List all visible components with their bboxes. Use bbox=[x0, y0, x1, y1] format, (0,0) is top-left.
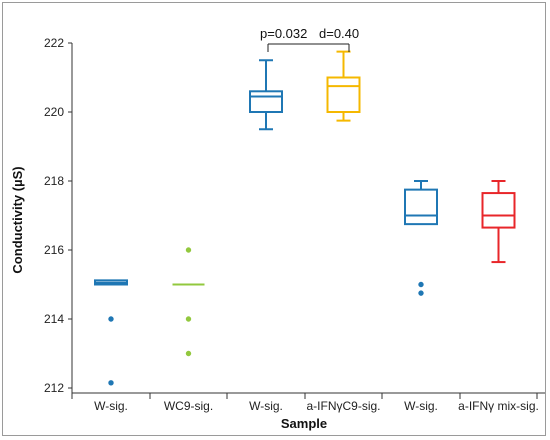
chart-frame bbox=[2, 2, 546, 436]
outlier-point bbox=[185, 350, 192, 357]
box-group bbox=[404, 180, 438, 296]
boxes bbox=[94, 50, 516, 386]
outlier-point bbox=[185, 247, 192, 253]
p-value-label: p=0.032 bbox=[260, 26, 307, 41]
y-tick-label: 222 bbox=[44, 36, 64, 50]
box-group bbox=[481, 180, 516, 264]
box-group bbox=[326, 50, 361, 122]
outlier-point bbox=[108, 380, 114, 386]
outlier-point bbox=[108, 316, 114, 322]
x-axis-title: Sample bbox=[281, 416, 327, 431]
box-iqr-rect bbox=[404, 188, 438, 226]
outlier-point bbox=[185, 316, 192, 322]
y-ticks: 212 214 216 218 220 222 bbox=[44, 36, 72, 395]
x-tick-label: a-IFNγC9-sig. bbox=[306, 399, 380, 413]
y-tick-label: 214 bbox=[44, 312, 64, 326]
x-tick-label: W-sig. bbox=[249, 399, 283, 413]
axes bbox=[71, 43, 545, 394]
box-group bbox=[172, 247, 205, 357]
outlier-point bbox=[418, 281, 424, 288]
y-tick-label: 212 bbox=[44, 381, 64, 395]
y-tick-label: 216 bbox=[44, 243, 64, 257]
box-group bbox=[94, 279, 128, 386]
outlier-point bbox=[418, 290, 424, 296]
x-tick-label: a-IFNγ mix-sig. bbox=[458, 399, 539, 413]
x-tick-label: WC9-sig. bbox=[164, 399, 213, 413]
y-tick-label: 218 bbox=[44, 174, 64, 188]
box-iqr-rect bbox=[249, 90, 283, 114]
y-tick-label: 220 bbox=[44, 105, 64, 119]
box-iqr-rect bbox=[481, 192, 516, 229]
x-tick-label: W-sig. bbox=[94, 399, 128, 413]
x-ticks: W-sig. WC9-sig. W-sig. a-IFNγC9-sig. W-sig. a… bbox=[71, 393, 539, 413]
significance-annotation: p=0.032 d=0.40 bbox=[260, 26, 359, 52]
box-iqr-rect bbox=[326, 76, 361, 113]
y-axis-title: Conductivity (µS) bbox=[10, 166, 25, 273]
box-group bbox=[249, 59, 283, 131]
x-tick-label: W-sig. bbox=[404, 399, 438, 413]
effect-size-label: d=0.40 bbox=[319, 26, 359, 41]
